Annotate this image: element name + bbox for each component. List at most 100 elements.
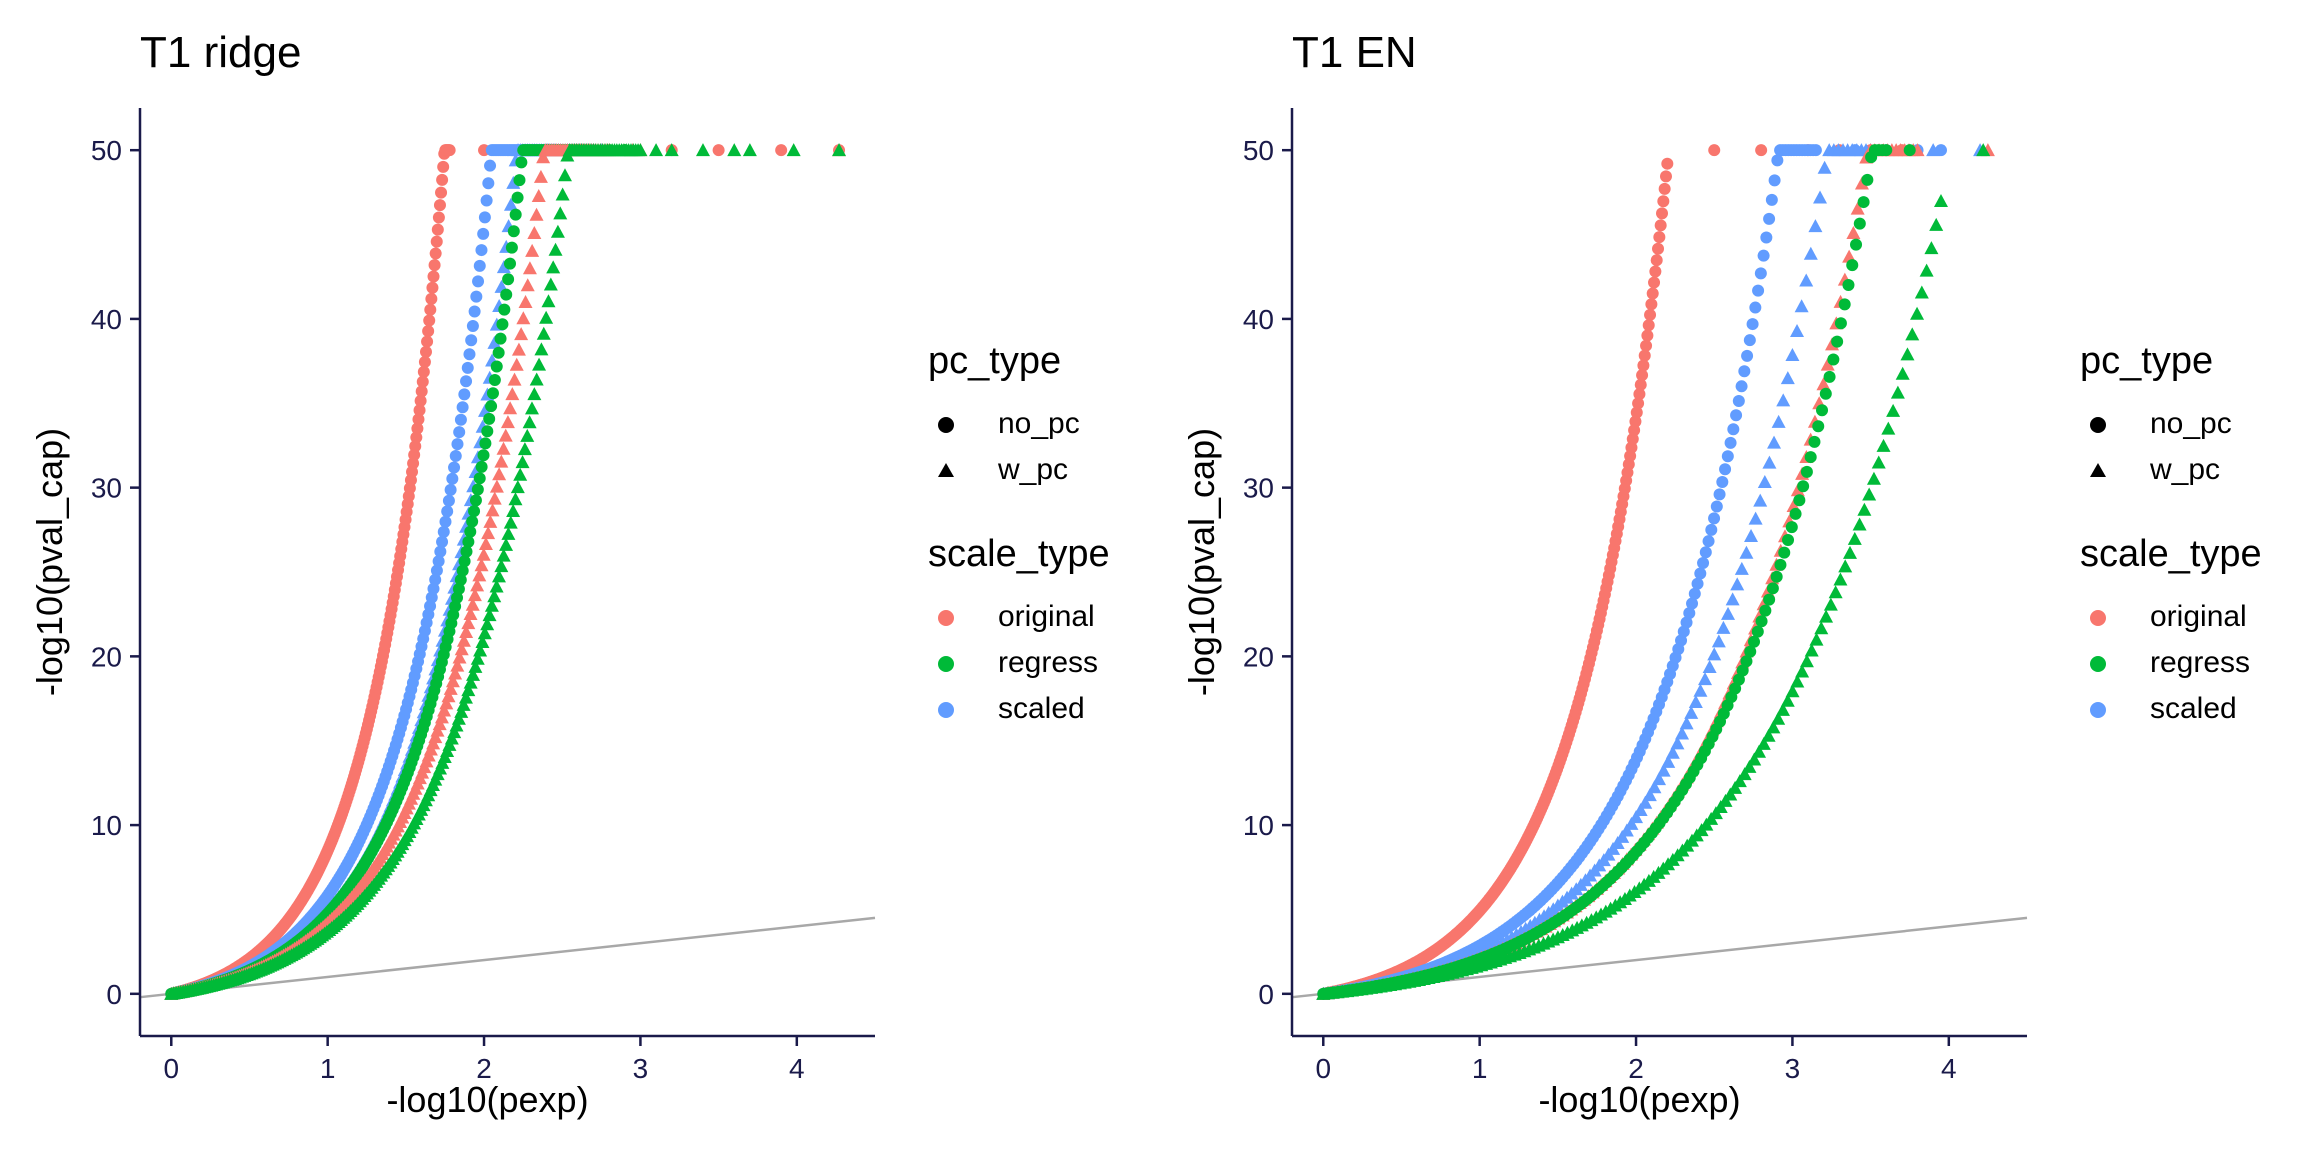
data-point	[1619, 823, 1634, 837]
data-point	[474, 558, 489, 572]
data-point	[1732, 394, 1745, 407]
data-point	[1637, 359, 1650, 372]
data-point	[1748, 635, 1761, 648]
data-point	[1723, 787, 1738, 801]
reference-line	[139, 916, 876, 999]
series-scaled-no_pc	[1317, 144, 1947, 1000]
data-point	[1809, 632, 1824, 646]
data-point	[1707, 647, 1722, 661]
data-point	[695, 143, 710, 157]
data-point	[1890, 385, 1905, 399]
data-point	[517, 442, 532, 456]
legend-label: regress	[2150, 646, 2251, 679]
data-point	[1905, 327, 1920, 341]
data-point	[1629, 810, 1644, 824]
data-point	[430, 564, 443, 577]
circle-icon	[938, 702, 954, 718]
data-point	[527, 387, 542, 401]
data-point	[480, 617, 495, 631]
data-point	[441, 505, 454, 518]
data-point	[1737, 767, 1752, 781]
data-point	[513, 467, 528, 481]
data-point	[429, 573, 442, 586]
data-point	[1761, 728, 1776, 742]
data-point	[1866, 471, 1881, 485]
data-point	[1766, 720, 1781, 734]
data-point	[423, 314, 436, 327]
data-point	[430, 235, 443, 248]
data-point	[1808, 219, 1823, 233]
data-point	[1789, 507, 1802, 520]
data-point	[1827, 353, 1840, 366]
data-point	[432, 717, 447, 731]
data-point	[449, 449, 462, 462]
data-point	[1648, 276, 1661, 289]
data-point	[1828, 585, 1843, 599]
data-point	[786, 143, 801, 157]
y-tick-label: 30	[1243, 473, 1274, 504]
data-point	[1763, 593, 1776, 606]
data-point	[532, 357, 547, 371]
data-point	[448, 461, 461, 474]
data-point	[1768, 174, 1781, 187]
data-point	[1778, 546, 1791, 559]
y-tick-label: 50	[1243, 135, 1274, 166]
data-point	[1976, 143, 1991, 157]
data-point	[432, 555, 445, 568]
data-point	[461, 616, 476, 630]
data-point	[1766, 582, 1779, 595]
data-point	[465, 334, 478, 347]
data-point	[482, 177, 495, 190]
data-point	[1699, 546, 1712, 559]
legend: pc_type no_pc w_pc scale_type original r…	[928, 340, 1148, 732]
data-point	[1910, 306, 1925, 320]
data-point	[1645, 298, 1658, 311]
data-point	[451, 438, 464, 451]
data-point	[485, 503, 500, 517]
y-tick-label: 10	[1243, 810, 1274, 841]
data-point	[1675, 726, 1690, 740]
data-point	[1857, 502, 1872, 516]
data-point	[1790, 324, 1805, 338]
data-point	[511, 191, 524, 204]
data-point	[496, 441, 511, 455]
data-point	[502, 273, 515, 286]
data-point	[1838, 559, 1853, 573]
data-point	[1742, 759, 1757, 773]
data-point	[454, 704, 469, 718]
data-point	[1852, 517, 1867, 531]
data-point	[1686, 597, 1699, 610]
data-point	[470, 290, 483, 303]
data-point	[466, 320, 479, 333]
data-point	[458, 388, 471, 401]
data-point	[1876, 438, 1891, 452]
data-point	[1785, 521, 1798, 534]
data-point	[454, 413, 467, 426]
data-point	[1670, 736, 1685, 750]
data-point	[1846, 259, 1859, 272]
data-point	[456, 401, 469, 414]
data-point	[1763, 212, 1776, 225]
data-point	[425, 292, 438, 305]
legend-label: scaled	[2150, 692, 2237, 725]
data-point	[1794, 299, 1809, 313]
data-point	[434, 710, 449, 724]
data-point	[475, 460, 488, 473]
data-point	[1628, 424, 1641, 437]
data-point	[1654, 219, 1667, 232]
data-point	[1744, 645, 1757, 658]
data-point	[431, 223, 444, 236]
data-point	[1804, 643, 1819, 657]
data-point	[1770, 570, 1783, 583]
legend-item-w-pc: w_pc	[2080, 447, 2300, 493]
data-point	[1705, 523, 1718, 536]
data-point	[1933, 193, 1948, 207]
data-point	[511, 342, 526, 356]
data-point	[419, 345, 432, 358]
data-point	[466, 667, 481, 681]
data-point	[1677, 625, 1690, 638]
data-point	[1751, 625, 1764, 638]
data-point	[1752, 284, 1765, 297]
data-point	[490, 360, 503, 373]
data-point	[1776, 393, 1791, 407]
